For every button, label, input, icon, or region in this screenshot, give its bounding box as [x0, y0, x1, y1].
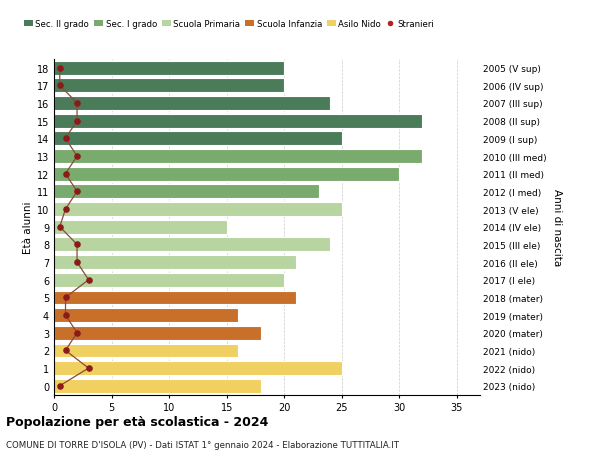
Bar [54, 256, 296, 269]
Point [61, 171, 70, 178]
Point [55, 382, 65, 390]
Bar [54, 326, 261, 340]
Bar [54, 185, 319, 199]
Bar [54, 168, 400, 181]
Point [55, 83, 65, 90]
Bar [54, 97, 331, 111]
Bar [54, 150, 422, 163]
Y-axis label: Età alunni: Età alunni [23, 201, 32, 253]
Point [61, 206, 70, 213]
Bar [54, 79, 284, 93]
Point [55, 224, 65, 231]
Point [72, 153, 82, 160]
Bar [54, 344, 238, 358]
Bar [54, 114, 422, 128]
Point [72, 100, 82, 107]
Point [72, 330, 82, 337]
Bar [54, 308, 238, 322]
Bar [54, 132, 342, 146]
Point [55, 65, 65, 72]
Legend: Sec. II grado, Sec. I grado, Scuola Primaria, Scuola Infanzia, Asilo Nido, Stran: Sec. II grado, Sec. I grado, Scuola Prim… [24, 20, 434, 29]
Text: Popolazione per età scolastica - 2024: Popolazione per età scolastica - 2024 [6, 415, 268, 428]
Bar [54, 379, 261, 393]
Bar [54, 62, 284, 75]
Point [72, 188, 82, 196]
Point [61, 347, 70, 354]
Text: COMUNE DI TORRE D'ISOLA (PV) - Dati ISTAT 1° gennaio 2024 - Elaborazione TUTTITA: COMUNE DI TORRE D'ISOLA (PV) - Dati ISTA… [6, 440, 399, 449]
Point [84, 276, 94, 284]
Bar [54, 361, 342, 375]
Point [61, 135, 70, 143]
Bar [54, 220, 227, 234]
Point [72, 241, 82, 248]
Point [84, 364, 94, 372]
Point [61, 312, 70, 319]
Y-axis label: Anni di nascita: Anni di nascita [552, 189, 562, 266]
Bar [54, 273, 284, 287]
Bar [54, 238, 331, 252]
Point [72, 259, 82, 266]
Point [72, 118, 82, 125]
Bar [54, 203, 342, 217]
Bar [54, 291, 296, 305]
Point [61, 294, 70, 302]
